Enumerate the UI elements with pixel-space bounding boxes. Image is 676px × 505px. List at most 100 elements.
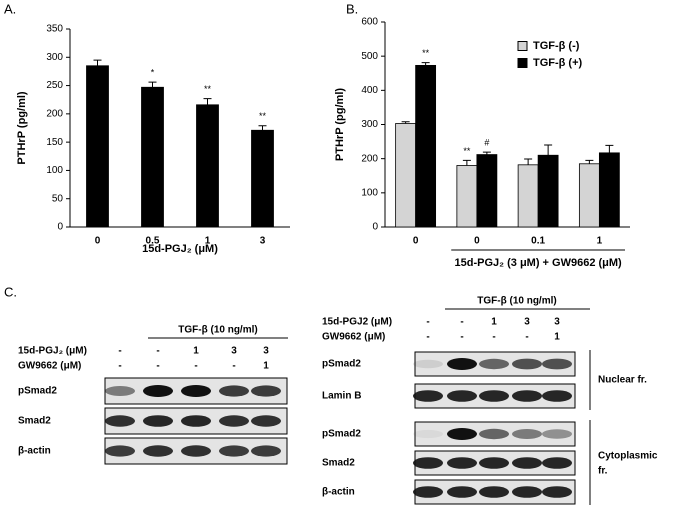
blot-band — [251, 445, 281, 457]
x-tick-label: 0.1 — [531, 236, 545, 247]
legend-label: TGF-β (-) — [533, 40, 580, 52]
blot-band — [413, 429, 443, 439]
y-tick-label: 200 — [361, 153, 378, 164]
y-tick-label: 600 — [361, 17, 378, 28]
blot-band — [479, 390, 509, 402]
x-tick-label: 0.5 — [146, 236, 160, 247]
x-tick-label: 0 — [474, 236, 480, 247]
blot-band — [413, 486, 443, 498]
blot-label: Smad2 — [322, 458, 355, 469]
annotation: ** — [259, 111, 267, 121]
annotation: # — [484, 138, 489, 148]
x-axis-label: 15d-PGJ₂ (3 μM) + GW9662 (μM) — [455, 257, 623, 269]
y-axis-label: PTHrP (pg/ml) — [334, 88, 346, 161]
blot-band — [479, 486, 509, 498]
blot-label: pSmad2 — [322, 359, 361, 370]
y-tick-label: 250 — [46, 80, 63, 91]
blot-band — [479, 457, 509, 469]
blot-band — [143, 385, 173, 397]
blot-band — [105, 445, 135, 457]
blot-band — [512, 457, 542, 469]
blot-band — [251, 415, 281, 427]
blot-band — [512, 358, 542, 370]
error-bar — [401, 121, 410, 124]
x-axis-label: 15d-PGJ₂ (μM) — [142, 243, 218, 255]
annotation: ** — [204, 84, 212, 94]
blot-band — [181, 385, 211, 397]
group-label: Nuclear fr. — [598, 375, 647, 386]
legend-swatch — [517, 41, 528, 51]
error-bar — [203, 98, 212, 105]
blot-band — [447, 390, 477, 402]
blot-band — [479, 358, 509, 370]
y-tick-label: 100 — [361, 187, 378, 198]
condition-value: - — [525, 332, 528, 343]
panel-label: A. — [4, 1, 16, 16]
condition-value: - — [460, 317, 463, 328]
blot-band — [447, 486, 477, 498]
condition-value: - — [426, 332, 429, 343]
blot-band — [542, 358, 572, 370]
y-tick-label: 500 — [361, 51, 378, 62]
bar — [86, 65, 109, 228]
bar — [476, 154, 498, 228]
condition-value: 1 — [193, 346, 199, 357]
blot-band — [219, 445, 249, 457]
panel-label: B. — [346, 1, 358, 16]
bar — [537, 154, 559, 228]
condition-value: 3 — [554, 317, 560, 328]
condition-value: - — [232, 361, 235, 372]
bar — [578, 163, 600, 228]
condition-label: GW9662 (μM) — [18, 361, 81, 372]
y-tick-label: 200 — [46, 108, 63, 119]
condition-label: 15d-PGJ₂ (μM) — [18, 346, 87, 357]
blot-band — [512, 429, 542, 439]
blot-band — [219, 415, 249, 427]
error-bar — [585, 159, 594, 164]
group-label: Cytoplasmic — [598, 451, 658, 462]
blot-band — [542, 457, 572, 469]
bar — [415, 64, 437, 228]
blot-band — [512, 390, 542, 402]
group-label: fr. — [598, 466, 608, 477]
x-tick-label: 3 — [260, 236, 266, 247]
blot-band — [105, 415, 135, 427]
error-bar — [605, 144, 614, 153]
y-axis-label: PTHrP (pg/ml) — [16, 91, 28, 164]
condition-value: - — [156, 361, 159, 372]
condition-value: - — [118, 361, 121, 372]
y-tick-label: 0 — [57, 222, 63, 233]
error-bar — [93, 59, 102, 66]
blot-band — [447, 428, 477, 440]
y-tick-label: 300 — [361, 119, 378, 130]
condition-label: 15d-PGJ2 (μM) — [322, 317, 392, 328]
blot-label: β-actin — [18, 446, 51, 457]
error-bar — [462, 159, 471, 166]
blot-band — [447, 358, 477, 370]
blot-header: TGF-β (10 ng/ml) — [178, 325, 257, 336]
y-tick-label: 350 — [46, 24, 63, 35]
blot-band — [105, 386, 135, 396]
bar — [517, 164, 539, 228]
condition-value: 3 — [231, 346, 237, 357]
condition-value: 3 — [263, 346, 269, 357]
annotation: * — [151, 68, 155, 78]
blot-band — [219, 385, 249, 397]
panel-label: C. — [4, 284, 17, 299]
blot-label: Smad2 — [18, 416, 51, 427]
annotation: ** — [463, 146, 471, 156]
condition-value: 3 — [524, 317, 530, 328]
legend-label: TGF-β (+) — [533, 57, 583, 69]
annotation: ** — [422, 48, 430, 58]
blot-band — [413, 390, 443, 402]
blot-band — [542, 390, 572, 402]
x-tick-label: 1 — [597, 236, 603, 247]
x-tick-label: 0 — [413, 236, 419, 247]
error-bar — [148, 81, 157, 88]
bar — [196, 104, 219, 228]
error-bar — [524, 158, 533, 165]
blot-label: β-actin — [322, 487, 355, 498]
condition-label: GW9662 (μM) — [322, 332, 385, 343]
y-tick-label: 0 — [372, 222, 378, 233]
